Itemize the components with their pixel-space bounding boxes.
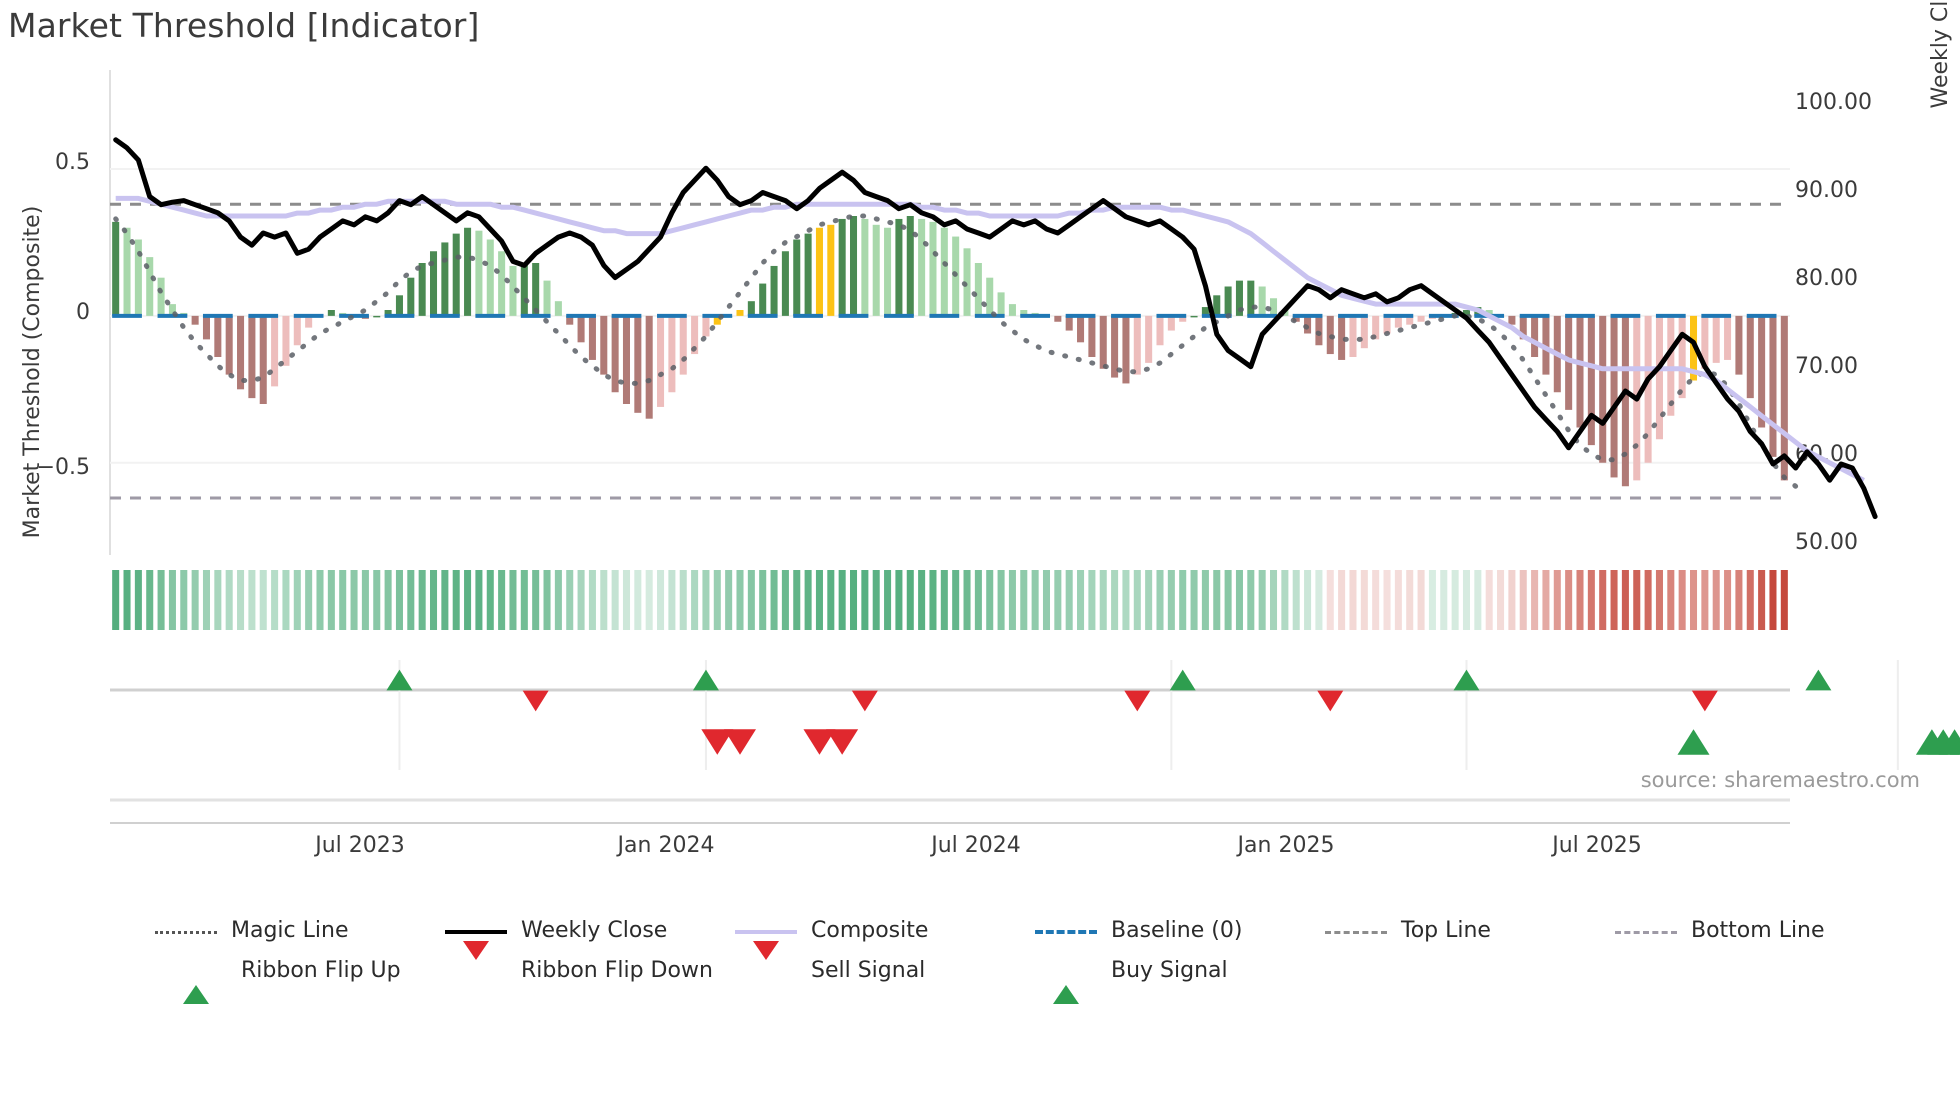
composite-line-icon — [735, 920, 797, 942]
triangle-up-green-icon — [165, 959, 227, 1004]
legend-item-baseline[interactable]: Baseline (0) — [1035, 918, 1325, 943]
legend-label: Magic Line — [231, 918, 349, 943]
legend-row-1: Magic Line Weekly Close Composite Baseli… — [155, 918, 1945, 943]
legend-item-ribbon-flip-down[interactable]: Ribbon Flip Down — [445, 940, 735, 985]
chart-canvas — [109, 70, 1960, 824]
dotted-line-icon — [155, 920, 217, 942]
legend-item-composite[interactable]: Composite — [735, 918, 1035, 943]
y-tick-right-5: 50.00 — [1795, 530, 1858, 555]
main-panel — [109, 70, 1878, 555]
legend-label: Weekly Close — [521, 918, 668, 943]
x-tick-3: Jan 2025 — [1237, 833, 1335, 858]
x-tick-0: Jul 2023 — [315, 833, 405, 858]
x-tick-4: Jul 2025 — [1552, 833, 1642, 858]
legend-label: Sell Signal — [811, 958, 926, 983]
dashed-gray-line-icon — [1615, 920, 1677, 942]
legend-row-2: Ribbon Flip Up Ribbon Flip Down Sell Sig… — [165, 940, 1465, 1004]
solid-line-icon — [445, 920, 507, 942]
legend-label: Ribbon Flip Down — [521, 958, 713, 983]
signal-markers — [110, 660, 1960, 824]
triangle-down-red-icon — [735, 940, 797, 985]
x-tick-1: Jan 2024 — [617, 833, 715, 858]
y-tick-left-0: 0.5 — [55, 150, 90, 175]
legend-label: Bottom Line — [1691, 918, 1825, 943]
triangle-down-red-icon — [445, 940, 507, 985]
source-attribution: source: sharemaestro.com — [1640, 768, 1920, 792]
legend-label: Top Line — [1401, 918, 1491, 943]
dashed-gray-line-icon — [1325, 920, 1387, 942]
y-tick-right-2: 80.00 — [1795, 266, 1858, 291]
ribbon-strip — [112, 570, 1788, 630]
x-tick-2: Jul 2024 — [931, 833, 1021, 858]
legend-item-top-line[interactable]: Top Line — [1325, 918, 1615, 943]
legend-item-weekly-close[interactable]: Weekly Close — [445, 918, 735, 943]
legend-label: Baseline (0) — [1111, 918, 1243, 943]
legend-label: Buy Signal — [1111, 958, 1228, 983]
y-tick-right-1: 90.00 — [1795, 178, 1858, 203]
legend-item-ribbon-flip-up[interactable]: Ribbon Flip Up — [165, 958, 445, 1004]
legend-label: Ribbon Flip Up — [241, 958, 401, 983]
legend-item-bottom-line[interactable]: Bottom Line — [1615, 918, 1825, 943]
legend-item-magic-line[interactable]: Magic Line — [155, 918, 445, 943]
y-tick-right-0: 100.00 — [1795, 90, 1872, 115]
y-tick-right-3: 70.00 — [1795, 354, 1858, 379]
legend-label: Composite — [811, 918, 929, 943]
y-tick-left-2: −0.5 — [36, 455, 90, 480]
dashed-blue-line-icon — [1035, 920, 1097, 942]
legend-item-buy-signal[interactable]: Buy Signal — [1035, 958, 1228, 1004]
legend-item-sell-signal[interactable]: Sell Signal — [735, 940, 1035, 985]
triangle-up-green-icon — [1035, 959, 1097, 1004]
y-tick-left-1: 0 — [76, 300, 90, 325]
page-title: Market Threshold [Indicator] — [8, 6, 480, 45]
